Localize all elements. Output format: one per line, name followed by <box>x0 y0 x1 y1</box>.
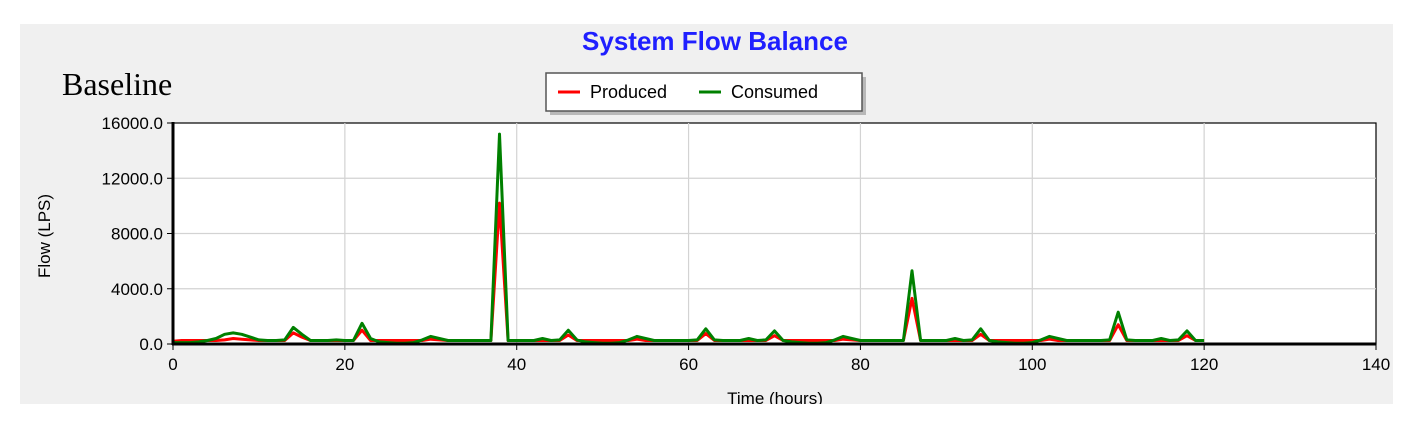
chart-title: System Flow Balance <box>582 26 848 56</box>
x-tick-label: 20 <box>335 355 354 374</box>
caption-baseline: Baseline <box>62 66 173 102</box>
x-tick-label: 140 <box>1362 355 1390 374</box>
axis-ticks: 0 20 40 60 80 100 120 140 0.0 4000.0 8000.0 12000.0… <box>102 114 1391 374</box>
x-axis-label: Time (hours) <box>727 389 823 404</box>
y-tick-label: 0.0 <box>139 335 163 354</box>
x-tick-label: 80 <box>851 355 870 374</box>
legend-label-consumed: Consumed <box>731 82 818 102</box>
y-tick-label: 4000.0 <box>111 280 163 299</box>
y-tick-label: 8000.0 <box>111 225 163 244</box>
flow-balance-chart: System Flow Balance Produced Consumed 0 2… <box>35 26 1391 404</box>
legend-label-produced: Produced <box>590 82 667 102</box>
x-tick-label: 120 <box>1190 355 1218 374</box>
y-tick-label: 16000.0 <box>102 114 163 133</box>
chart-panel: System Flow Balance Produced Consumed 0 2… <box>20 24 1393 404</box>
x-tick-label: 100 <box>1018 355 1046 374</box>
y-axis-label: Flow (LPS) <box>35 194 54 278</box>
grid <box>173 123 1376 344</box>
x-tick-label: 60 <box>679 355 698 374</box>
x-tick-label: 0 <box>168 355 177 374</box>
y-tick-label: 12000.0 <box>102 169 163 188</box>
legend: Produced Consumed <box>545 72 866 115</box>
x-tick-label: 40 <box>507 355 526 374</box>
